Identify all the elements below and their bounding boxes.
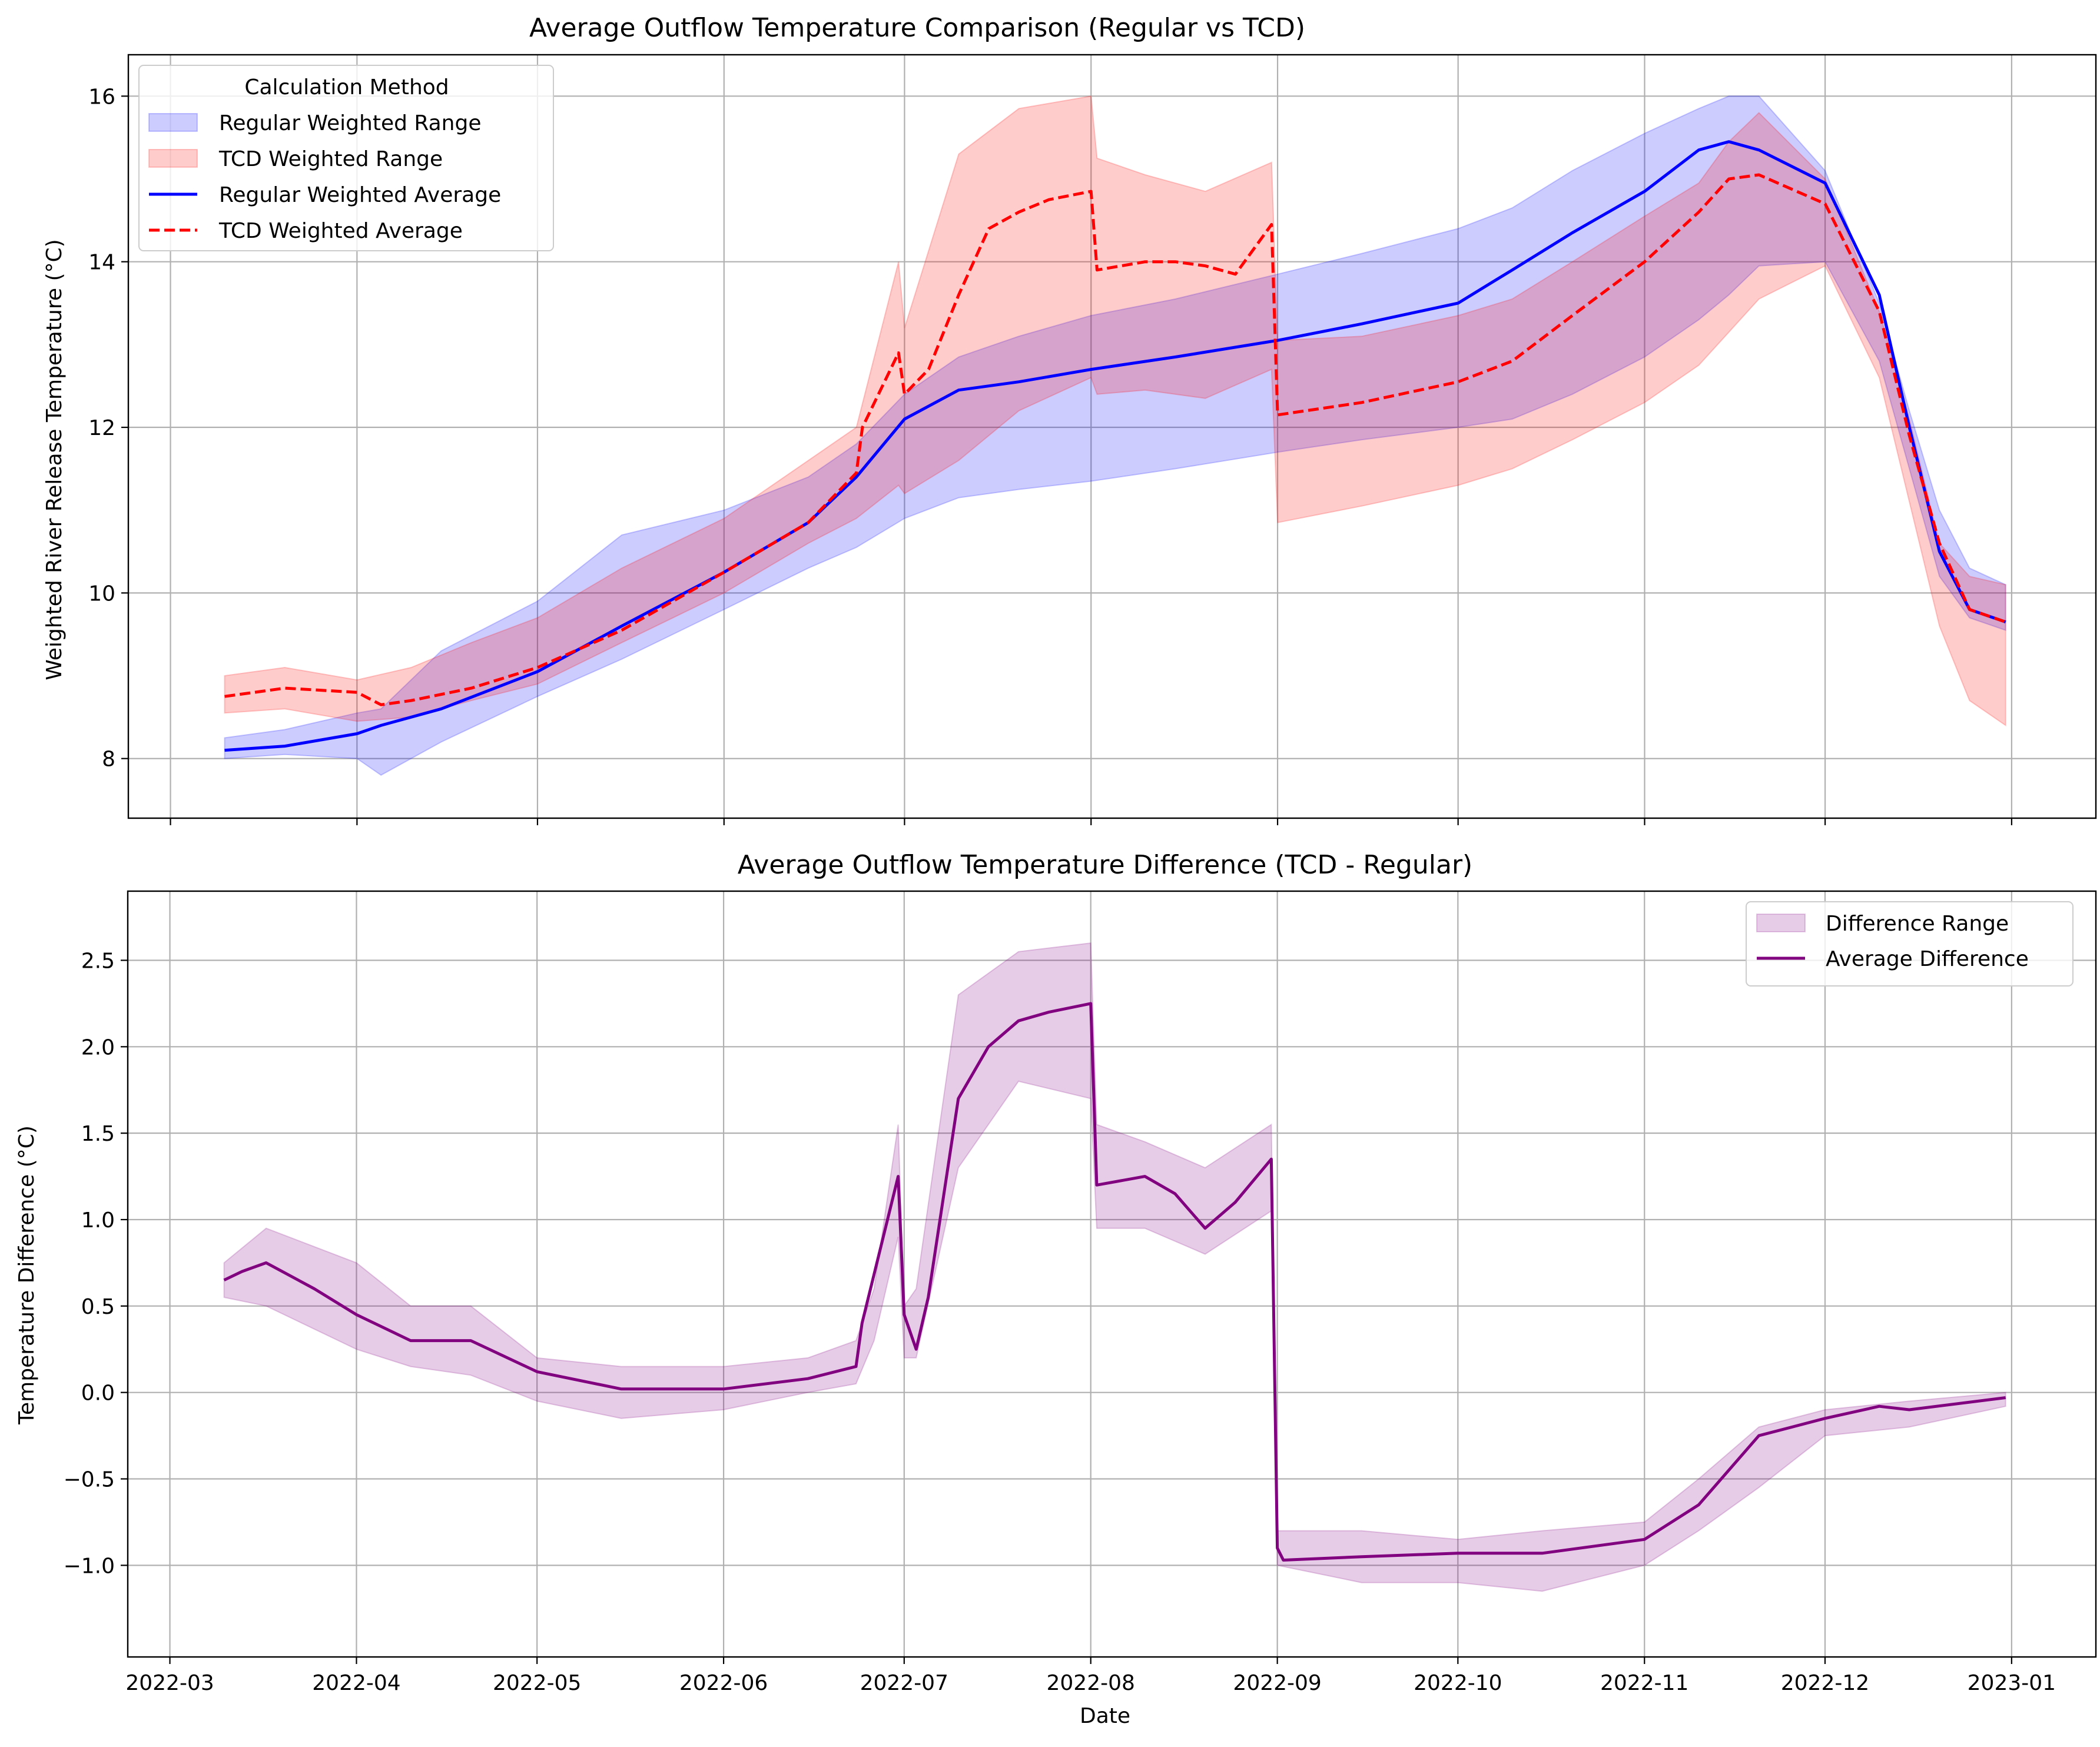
bottom-chart-xtick-label: 2022-09 — [1233, 1671, 1321, 1695]
bottom-chart-bands — [223, 942, 2006, 1592]
legend-label-tcd-range: TCD Weighted Range — [218, 147, 443, 171]
bottom-chart-xtick-label: 2022-04 — [312, 1671, 400, 1695]
bottom-chart-ylabel: Temperature Difference (°C) — [15, 1125, 39, 1425]
bottom-chart-xtick-label: 2022-11 — [1600, 1671, 1688, 1695]
top-chart-regular-weighted-average-line — [224, 140, 2006, 752]
bottom-chart-yticks: −1.0 −0.5 0.0 0.5 1.0 1.5 2.0 2.5 — [64, 949, 128, 1578]
top-chart-tcd-weighted-average-line — [224, 173, 2006, 706]
bottom-chart-ytick-label: 0.5 — [81, 1295, 115, 1319]
bottom-chart-legend-box — [1746, 901, 2074, 987]
bottom-chart-ytick-label: −0.5 — [64, 1468, 115, 1492]
legend-label-tcd-average: TCD Weighted Average — [218, 219, 463, 243]
legend-swatch-difference-range — [1756, 914, 1806, 932]
bottom-chart-xticks: 2022-03 2022-04 2022-05 2022-06 2022-07 2022-… — [125, 1657, 2056, 1695]
top-chart-lines — [224, 140, 2006, 752]
top-chart-ylabel: Weighted River Release Temperature (°C) — [42, 239, 67, 680]
top-chart-ytick-label: 16 — [88, 85, 115, 109]
bottom-chart-ytick-label: 2.0 — [81, 1035, 115, 1060]
bottom-chart: Average Outflow Temperature Difference (… — [15, 850, 2097, 1728]
top-chart-ytick-label: 10 — [88, 582, 115, 606]
top-chart-bands — [224, 95, 2006, 776]
top-chart-ytick-label: 12 — [88, 416, 115, 440]
bottom-chart-xtick-label: 2022-06 — [679, 1671, 768, 1695]
bottom-chart-lines — [223, 1002, 2006, 1562]
bottom-chart-difference-range-band — [223, 942, 2006, 1592]
top-chart-legend-title: Calculation Method — [244, 75, 449, 99]
top-chart-title: Average Outflow Temperature Comparison (… — [529, 13, 1305, 43]
bottom-chart-xtick-label: 2022-12 — [1781, 1671, 1869, 1695]
top-chart: Average Outflow Temperature Comparison (… — [42, 13, 2097, 825]
legend-label-regular-range: Regular Weighted Range — [219, 111, 481, 135]
bottom-chart-ytick-label: 0.0 — [81, 1381, 115, 1406]
top-chart-legend: Calculation Method Regular Weighted Rang… — [138, 65, 554, 251]
top-chart-ytick-label: 14 — [88, 251, 115, 275]
bottom-chart-xtick-label: 2022-07 — [860, 1671, 948, 1695]
bottom-chart-xtick-label: 2022-03 — [125, 1671, 214, 1695]
bottom-chart-title: Average Outflow Temperature Difference (… — [738, 850, 1472, 880]
top-chart-grid — [128, 55, 2096, 818]
bottom-chart-xtick-label: 2022-05 — [493, 1671, 581, 1695]
bottom-chart-ytick-label: 1.5 — [81, 1122, 115, 1146]
bottom-chart-legend: Difference Range Average Difference — [1746, 901, 2074, 987]
top-chart-legend-box — [138, 65, 554, 251]
top-chart-xticks — [170, 818, 2013, 825]
legend-swatch-tcd-range — [148, 149, 198, 168]
legend-label-difference-range: Difference Range — [1826, 912, 2009, 936]
bottom-chart-xtick-label: 2023-01 — [1968, 1671, 2056, 1695]
bottom-chart-grid — [128, 891, 2096, 1657]
top-chart-frame — [127, 54, 2097, 819]
bottom-chart-xtick-label: 2022-10 — [1414, 1671, 1502, 1695]
top-chart-tcd-weighted-range-band — [224, 95, 2006, 727]
bottom-chart-ytick-label: 2.5 — [81, 949, 115, 973]
bottom-chart-ytick-label: 1.0 — [81, 1208, 115, 1233]
top-chart-ytick-label: 8 — [102, 748, 115, 772]
legend-label-average-difference: Average Difference — [1826, 947, 2029, 971]
bottom-chart-xtick-label: 2022-08 — [1047, 1671, 1135, 1695]
top-chart-regular-weighted-range-band — [224, 95, 2006, 776]
bottom-chart-average-difference-line — [223, 1002, 2006, 1562]
legend-label-regular-average: Regular Weighted Average — [219, 183, 501, 207]
bottom-chart-ytick-label: −1.0 — [64, 1554, 115, 1578]
top-chart-yticks: 8 10 12 14 16 — [88, 85, 128, 772]
legend-swatch-regular-range — [148, 113, 198, 132]
bottom-chart-frame — [127, 890, 2097, 1658]
bottom-chart-xlabel: Date — [1080, 1704, 1130, 1728]
